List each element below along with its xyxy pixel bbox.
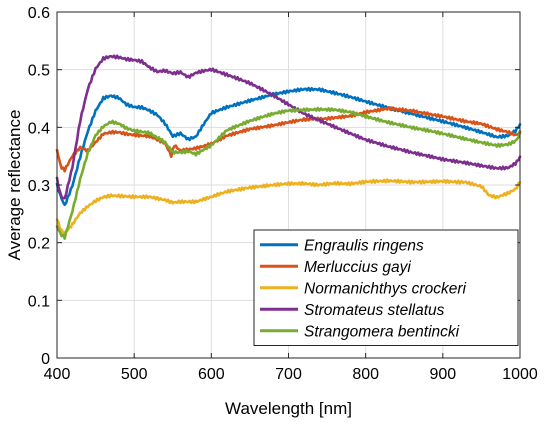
series-line-3 [55,178,522,235]
legend-label: Normanichthys crockeri [304,280,466,297]
x-axis-title: Wavelength [nm] [225,399,352,418]
legend-label: Merluccius gayi [304,259,411,276]
y-tick-label: 0.5 [28,63,50,80]
y-tick-label: 0 [41,351,50,368]
series-line-5 [55,106,522,240]
series-line-1 [55,86,522,207]
y-tick-label: 0.2 [28,236,50,253]
y-axis-tick-labels: 0 0.1 0.2 0.3 0.4 0.5 0.6 [28,5,50,368]
x-tick-label: 1000 [502,366,538,383]
y-tick-label: 0.4 [28,120,50,137]
series-line-4 [55,54,522,200]
y-tick-label: 0.1 [28,293,50,310]
y-axis-title: Average reflectance [5,110,24,261]
x-tick-label: 900 [429,366,456,383]
x-tick-label: 400 [44,366,71,383]
series-line-2 [55,105,522,173]
legend-label: Strangomera bentincki [304,323,460,340]
series-lines [55,54,522,240]
x-tick-label: 600 [198,366,225,383]
x-tick-label: 800 [352,366,379,383]
y-tick-label: 0.6 [28,5,50,22]
x-axis-tick-labels: 400 500 600 700 800 900 1000 [44,366,538,383]
x-tick-label: 500 [121,366,148,383]
legend-label: Engraulis ringens [304,237,424,254]
x-tick-label: 700 [275,366,302,383]
chart-legend: Engraulis ringens Merluccius gayi Normanic… [253,229,519,346]
y-tick-label: 0.3 [28,178,50,195]
legend-label: Stromateus stellatus [304,302,445,319]
